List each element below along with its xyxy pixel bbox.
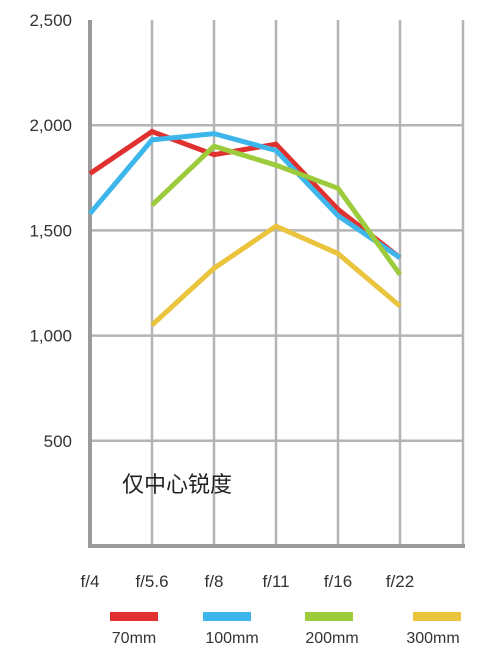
legend-swatch-100mm (203, 612, 251, 621)
x-tick-label: f/4 (81, 572, 100, 591)
series-line-100mm (88, 131, 402, 260)
legend-label: 70mm (112, 630, 156, 647)
y-axis-tick-labels: 500 1,000 1,500 2,000 2,500 (29, 11, 72, 451)
legend-swatch-70mm (110, 612, 158, 621)
x-axis-tick-labels: f/4 f/5.6 f/8 f/11 f/16 f/22 (81, 572, 415, 591)
series-lines (88, 128, 403, 327)
y-tick-label: 1,500 (29, 221, 72, 240)
x-tick-label: f/16 (324, 572, 352, 591)
y-tick-label: 2,500 (29, 11, 72, 30)
legend-swatch-300mm (413, 612, 461, 621)
legend-label: 200mm (305, 630, 358, 647)
x-tick-label: f/11 (262, 572, 289, 591)
chart-annotation: 仅中心锐度 (122, 473, 232, 498)
x-tick-label: f/8 (205, 572, 224, 591)
legend-label: 300mm (406, 630, 459, 647)
legend-label: 100mm (205, 630, 258, 647)
series-line-70mm (88, 128, 402, 260)
legend: 70mm 100mm 200mm 300mm (110, 612, 461, 647)
x-tick-label: f/5.6 (135, 572, 168, 591)
y-tick-label: 2,000 (29, 116, 72, 135)
y-tick-label: 500 (44, 432, 72, 451)
grid-lines (88, 20, 465, 548)
series-line-200mm (150, 143, 403, 277)
legend-swatch-200mm (305, 612, 353, 621)
x-tick-label: f/22 (386, 572, 414, 591)
y-tick-label: 1,000 (29, 327, 72, 346)
series-line-300mm (150, 223, 402, 327)
